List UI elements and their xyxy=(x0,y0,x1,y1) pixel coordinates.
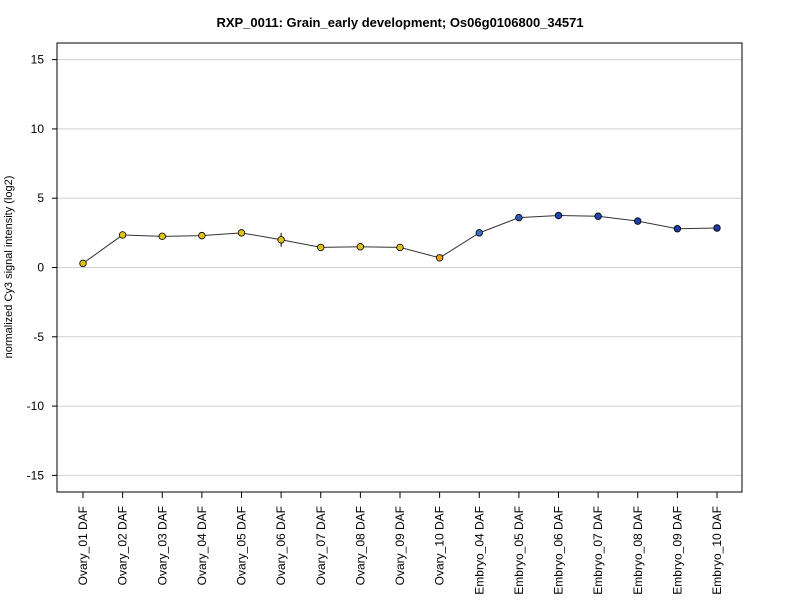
data-point xyxy=(475,229,483,237)
series-line xyxy=(82,215,718,264)
x-tick-label: Ovary_01 DAF xyxy=(76,506,90,585)
x-tick-label: Embryo_10 DAF xyxy=(710,506,724,595)
data-point xyxy=(673,224,682,233)
data-point xyxy=(198,231,206,240)
y-tick-label: 15 xyxy=(31,53,45,67)
data-point xyxy=(237,229,246,237)
data-point xyxy=(356,243,365,251)
y-tick-label: 10 xyxy=(31,122,45,136)
x-tick-label: Ovary_04 DAF xyxy=(195,506,209,585)
data-point xyxy=(158,232,166,241)
x-tick-label: Ovary_08 DAF xyxy=(353,506,367,585)
data-point xyxy=(118,231,127,239)
data-point xyxy=(515,213,523,222)
data-point xyxy=(317,243,325,252)
x-tick-label: Ovary_03 DAF xyxy=(155,506,169,585)
data-point xyxy=(594,212,602,220)
data-point xyxy=(634,217,642,225)
y-tick-label: -5 xyxy=(33,330,44,344)
y-axis-label: normalized Cy3 signal intensity (log2) xyxy=(3,176,15,359)
gridlines xyxy=(57,59,742,476)
data-point xyxy=(713,224,721,232)
y-tick-label: -10 xyxy=(27,399,45,413)
series-expression xyxy=(79,211,721,268)
data-point xyxy=(396,243,404,252)
x-tick-label: Ovary_06 DAF xyxy=(274,506,288,585)
x-axis: Ovary_01 DAF Ovary_02 DAF Ovary_03 DAF Ovar… xyxy=(76,492,724,595)
x-tick-label: Ovary_10 DAF xyxy=(433,506,447,585)
x-tick-label: Ovary_05 DAF xyxy=(235,506,249,585)
plot-frame xyxy=(56,42,743,493)
y-axis: -15 -10 -5 0 5 10 15 xyxy=(27,53,57,482)
x-tick-label: Embryo_05 DAF xyxy=(512,506,526,595)
x-tick-label: Embryo_08 DAF xyxy=(631,506,645,595)
y-tick-label: -15 xyxy=(27,468,45,482)
x-tick-label: Ovary_07 DAF xyxy=(314,506,328,585)
x-tick-label: Embryo_04 DAF xyxy=(472,506,486,595)
data-point xyxy=(277,236,285,244)
chart-title: RXP_0011: Grain_early development; Os06g… xyxy=(216,15,583,30)
x-tick-label: Embryo_06 DAF xyxy=(552,506,566,595)
x-tick-label: Ovary_02 DAF xyxy=(116,506,130,585)
data-point xyxy=(79,259,87,268)
x-tick-label: Embryo_07 DAF xyxy=(591,506,605,595)
data-point xyxy=(554,211,563,220)
x-tick-label: Ovary_09 DAF xyxy=(393,506,407,585)
y-tick-label: 0 xyxy=(37,261,44,275)
data-point xyxy=(435,254,444,262)
x-tick-label: Embryo_09 DAF xyxy=(670,506,684,595)
y-tick-label: 5 xyxy=(37,191,44,205)
